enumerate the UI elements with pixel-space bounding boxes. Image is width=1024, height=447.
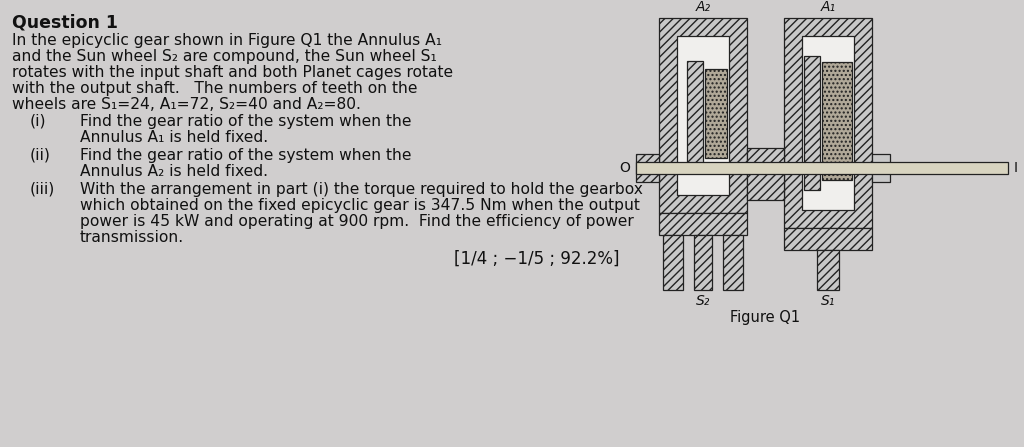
Bar (677, 36, 729, 195)
Text: Find the gear ratio of the system when the: Find the gear ratio of the system when t… (80, 148, 412, 163)
Text: A₂: A₂ (695, 0, 711, 14)
Text: S₁: S₁ (821, 294, 836, 308)
Text: Figure Q1: Figure Q1 (730, 310, 800, 325)
Bar (802, 36, 854, 210)
Text: A₁: A₁ (820, 0, 836, 14)
Bar (784, 18, 872, 228)
Bar (694, 235, 712, 290)
Text: O: O (620, 161, 630, 175)
Bar (663, 235, 683, 290)
Text: I: I (1014, 161, 1018, 175)
Bar (817, 250, 839, 290)
Text: (iii): (iii) (30, 182, 55, 197)
Text: with the output shaft.   The numbers of teeth on the: with the output shaft. The numbers of te… (12, 81, 418, 96)
Text: Annulus A₁ is held fixed.: Annulus A₁ is held fixed. (80, 130, 268, 145)
Text: Find the gear ratio of the system when the: Find the gear ratio of the system when t… (80, 114, 412, 129)
Bar (659, 18, 746, 213)
Text: In the epicyclic gear shown in Figure Q1 the Annulus A₁: In the epicyclic gear shown in Figure Q1… (12, 33, 442, 48)
Bar (804, 56, 820, 190)
Bar (822, 62, 852, 180)
Text: transmission.: transmission. (80, 230, 184, 245)
Bar (723, 235, 743, 290)
Text: Question 1: Question 1 (12, 14, 118, 32)
Text: which obtained on the fixed epicyclic gear is 347.5 Nm when the output: which obtained on the fixed epicyclic ge… (80, 198, 640, 213)
Text: S₂: S₂ (696, 294, 711, 308)
Bar (746, 148, 784, 200)
Bar (659, 213, 746, 235)
Text: [1/4 ; −1/5 ; 92.2%]: [1/4 ; −1/5 ; 92.2%] (455, 250, 620, 268)
Text: (ii): (ii) (30, 148, 51, 163)
Bar (636, 154, 659, 182)
Text: and the Sun wheel S₂ are compound, the Sun wheel S₁: and the Sun wheel S₂ are compound, the S… (12, 49, 437, 64)
Bar (705, 69, 727, 158)
Bar (784, 228, 872, 250)
Text: (i): (i) (30, 114, 46, 129)
Bar (687, 61, 703, 170)
Text: rotates with the input shaft and both Planet cages rotate: rotates with the input shaft and both Pl… (12, 65, 454, 80)
Bar (872, 154, 890, 182)
Text: With the arrangement in part (i) the torque required to hold the gearbox: With the arrangement in part (i) the tor… (80, 182, 643, 197)
Text: wheels are S₁=24, A₁=72, S₂=40 and A₂=80.: wheels are S₁=24, A₁=72, S₂=40 and A₂=80… (12, 97, 360, 112)
Bar (636, 162, 1008, 174)
Text: power is 45 kW and operating at 900 rpm.  Find the efficiency of power: power is 45 kW and operating at 900 rpm.… (80, 214, 634, 229)
Text: Annulus A₂ is held fixed.: Annulus A₂ is held fixed. (80, 164, 268, 179)
